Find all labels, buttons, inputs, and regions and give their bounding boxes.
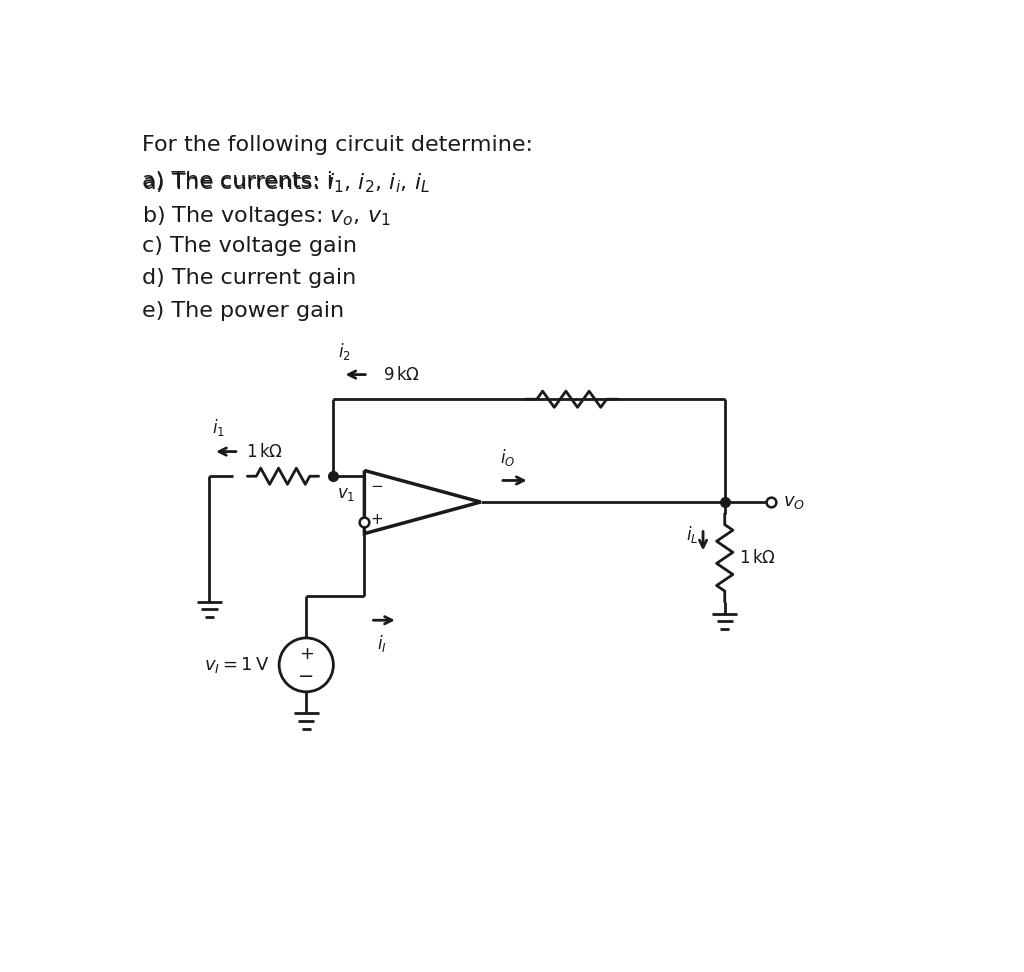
Text: −: − — [298, 667, 314, 685]
Text: $+$: $+$ — [370, 512, 383, 527]
Text: $9\,\mathrm{k\Omega}$: $9\,\mathrm{k\Omega}$ — [383, 365, 420, 384]
Text: e) The power gain: e) The power gain — [142, 300, 344, 321]
Text: a) The currents: i: a) The currents: i — [142, 171, 333, 191]
Text: $v_I = 1\,\mathrm{V}$: $v_I = 1\,\mathrm{V}$ — [204, 655, 269, 675]
Text: $-$: $-$ — [370, 477, 383, 492]
Text: For the following circuit determine:: For the following circuit determine: — [142, 135, 532, 156]
Text: $i_I$: $i_I$ — [377, 634, 387, 654]
Text: $1\,\mathrm{k\Omega}$: $1\,\mathrm{k\Omega}$ — [246, 442, 283, 461]
Text: $i_1$: $i_1$ — [212, 418, 224, 438]
Text: $v_O$: $v_O$ — [783, 493, 805, 511]
Text: $v_1$: $v_1$ — [337, 485, 355, 503]
Text: $1\,\mathrm{k\Omega}$: $1\,\mathrm{k\Omega}$ — [738, 549, 776, 567]
Text: b) The voltages: $v_o$, $v_1$: b) The voltages: $v_o$, $v_1$ — [142, 204, 390, 227]
Text: d) The current gain: d) The current gain — [142, 268, 356, 289]
Text: c) The voltage gain: c) The voltage gain — [142, 236, 357, 256]
Text: +: + — [299, 644, 313, 663]
Text: a) The currents: $i_1$, $i_2$, $i_i$, $i_L$: a) The currents: $i_1$, $i_2$, $i_i$, $i… — [142, 171, 430, 195]
Text: $i_O$: $i_O$ — [500, 447, 515, 469]
Text: $i_L$: $i_L$ — [686, 524, 698, 545]
Text: $i_2$: $i_2$ — [338, 341, 350, 363]
